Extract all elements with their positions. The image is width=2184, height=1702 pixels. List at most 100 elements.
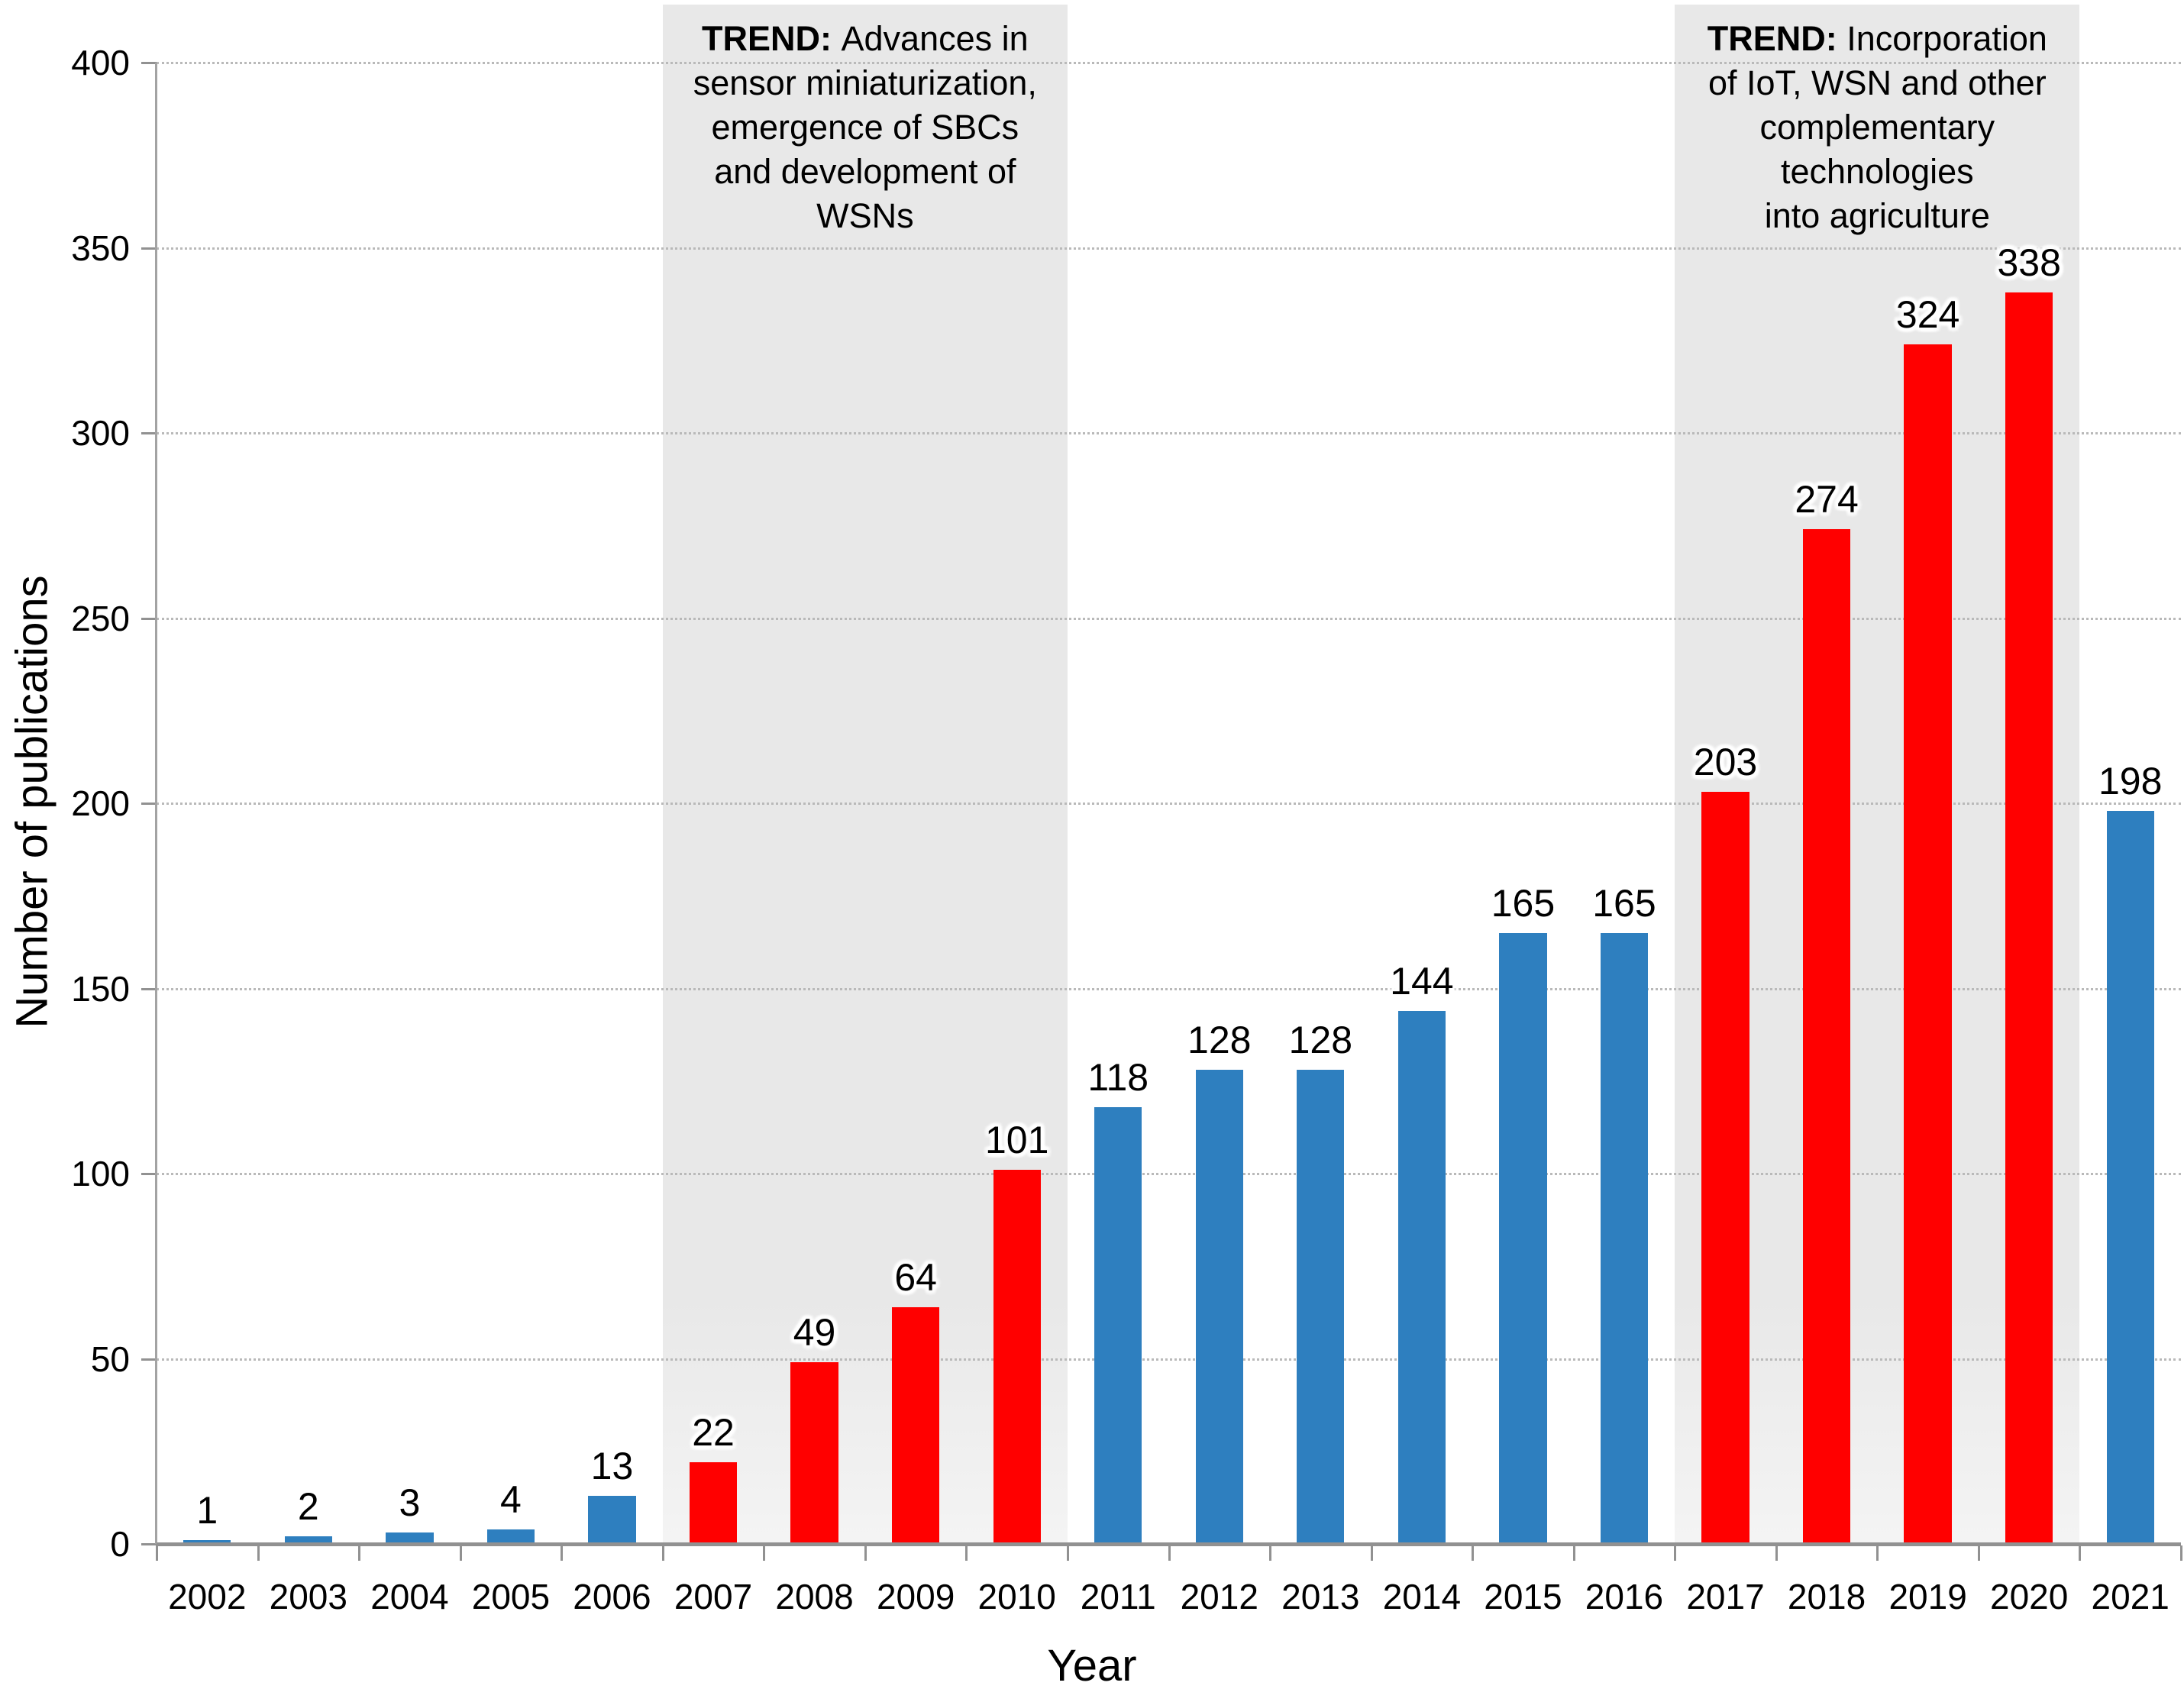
trend-annotation-line: emergence of SBCs — [711, 108, 1019, 147]
value-label-2018: 274 — [1795, 478, 1859, 521]
x-tick-label-2018: 2018 — [1787, 1577, 1866, 1616]
y-tick-150 — [141, 987, 157, 990]
gridline-150 — [157, 987, 2181, 990]
y-tick-label-150: 150 — [71, 968, 130, 1009]
bar-2007 — [689, 1462, 738, 1544]
bar-2011 — [1094, 1107, 1142, 1544]
bar-2015 — [1499, 933, 1547, 1544]
trend-annotation-line: and development of — [714, 152, 1016, 191]
value-label-2005: 4 — [500, 1478, 522, 1521]
bar-2002 — [183, 1540, 231, 1544]
x-tick-11 — [1269, 1545, 1272, 1561]
bar-2012 — [1195, 1070, 1243, 1544]
x-tick-label-2012: 2012 — [1180, 1577, 1258, 1616]
value-label-2020: 338 — [1997, 241, 2061, 284]
x-tick-label-2013: 2013 — [1281, 1577, 1360, 1616]
x-tick-label-2020: 2020 — [1990, 1577, 2069, 1616]
x-tick-12 — [1370, 1545, 1373, 1561]
trend-annotation-line: sensor miniaturization, — [693, 63, 1037, 102]
value-label-2003: 2 — [297, 1485, 319, 1528]
value-label-2008: 49 — [793, 1311, 836, 1354]
value-label-2012: 128 — [1187, 1019, 1252, 1061]
y-tick-label-0: 0 — [110, 1524, 130, 1564]
bar-2004 — [386, 1532, 434, 1544]
y-tick-400 — [141, 62, 157, 64]
x-tick-label-2007: 2007 — [674, 1577, 753, 1616]
value-label-2013: 128 — [1288, 1019, 1353, 1061]
bar-2016 — [1600, 933, 1649, 1544]
x-tick-17 — [1876, 1545, 1879, 1561]
trend-annotation-line: TREND: Advances in — [702, 19, 1029, 58]
gridline-250 — [157, 617, 2181, 620]
x-tick-label-2003: 2003 — [269, 1577, 347, 1616]
bar-2003 — [284, 1536, 332, 1544]
x-tick-label-2008: 2008 — [775, 1577, 854, 1616]
x-tick-19 — [2079, 1545, 2082, 1561]
x-tick-9 — [1066, 1545, 1069, 1561]
gridline-200 — [157, 803, 2181, 805]
x-tick-label-2011: 2011 — [1080, 1577, 1156, 1616]
value-label-2019: 324 — [1895, 293, 1960, 336]
bar-2013 — [1297, 1070, 1345, 1544]
x-tick-label-2019: 2019 — [1888, 1577, 1967, 1616]
value-label-2007: 22 — [692, 1411, 735, 1454]
trend-annotation-line: TREND: Incorporation — [1707, 19, 2047, 58]
y-tick-label-100: 100 — [71, 1154, 130, 1193]
y-tick-0 — [141, 1543, 157, 1545]
trend-annotation-prefix: TREND: — [702, 19, 842, 58]
trend-annotation-line: technologies — [1781, 152, 1974, 191]
value-label-2009: 64 — [894, 1256, 937, 1299]
bar-2021 — [2106, 811, 2154, 1544]
y-tick-label-300: 300 — [71, 413, 130, 453]
x-tick-7 — [864, 1545, 867, 1561]
y-tick-300 — [141, 432, 157, 434]
x-tick-18 — [1977, 1545, 1980, 1561]
bar-2005 — [486, 1529, 535, 1544]
x-tick-label-2016: 2016 — [1585, 1577, 1664, 1616]
y-tick-label-200: 200 — [71, 783, 130, 823]
y-tick-label-350: 350 — [71, 228, 130, 268]
bar-2020 — [2005, 292, 2053, 1544]
x-tick-label-2006: 2006 — [573, 1577, 651, 1616]
bar-2017 — [1701, 792, 1749, 1544]
x-axis-line — [157, 1542, 2181, 1546]
value-label-2014: 144 — [1390, 960, 1454, 1003]
x-tick-0 — [156, 1545, 158, 1561]
value-label-2004: 3 — [399, 1481, 421, 1524]
x-tick-3 — [459, 1545, 462, 1561]
x-tick-label-2005: 2005 — [471, 1577, 551, 1616]
trend-annotation-2: TREND: Incorporation of IoT, WSN and othe… — [1675, 17, 2079, 238]
bar-2019 — [1904, 344, 1952, 1544]
trend-annotation-line: of IoT, WSN and other — [1707, 63, 2047, 102]
x-tick-label-2009: 2009 — [876, 1577, 955, 1616]
y-tick-label-50: 50 — [90, 1339, 130, 1379]
bar-2018 — [1802, 529, 1851, 1544]
value-label-2016: 165 — [1592, 882, 1656, 925]
x-axis-title: Year — [1047, 1641, 1137, 1691]
trend-annotation-line: complementary — [1759, 108, 1995, 147]
trend-annotation-1: TREND: Advances in sensor miniaturization… — [663, 17, 1068, 238]
x-tick-16 — [1775, 1545, 1778, 1561]
y-tick-label-400: 400 — [71, 43, 130, 82]
trend-annotation-line: into agriculture — [1764, 196, 1990, 235]
x-tick-4 — [561, 1545, 564, 1561]
y-tick-label-250: 250 — [71, 598, 130, 638]
bar-2009 — [891, 1307, 940, 1544]
bar-2014 — [1397, 1011, 1446, 1544]
trend-annotation-prefix: TREND: — [1707, 19, 1847, 58]
gridline-300 — [157, 432, 2181, 434]
bar-2008 — [790, 1362, 838, 1544]
x-tick-1 — [257, 1545, 260, 1561]
x-tick-5 — [661, 1545, 664, 1561]
x-tick-label-2015: 2015 — [1484, 1577, 1562, 1616]
value-label-2021: 198 — [2098, 760, 2163, 803]
y-axis-line — [155, 63, 157, 1544]
x-tick-14 — [1572, 1545, 1575, 1561]
y-tick-350 — [141, 247, 157, 250]
x-tick-10 — [1168, 1545, 1171, 1561]
x-tick-2 — [358, 1545, 361, 1561]
y-tick-100 — [141, 1173, 157, 1175]
value-label-2010: 101 — [984, 1119, 1049, 1161]
bar-2006 — [588, 1496, 636, 1544]
